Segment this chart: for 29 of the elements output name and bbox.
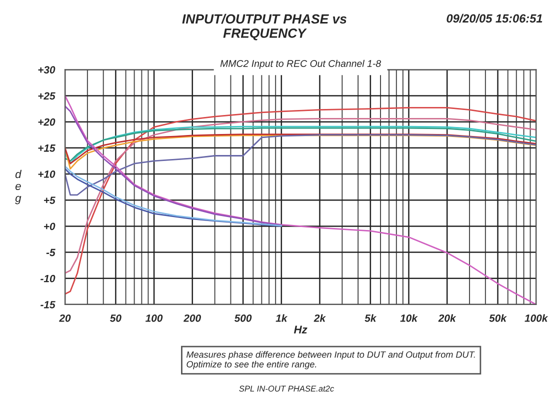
- x-tick-label: 100: [146, 314, 163, 322]
- x-tick-label: 5k: [364, 314, 377, 322]
- x-tick-label: 500: [234, 314, 252, 322]
- chart-subtitle: MMC2 Input to REC Out Channel 1-8: [220, 60, 382, 69]
- y-tick-label: -15: [40, 301, 56, 308]
- y-tick-label: +20: [38, 118, 56, 126]
- text: Measures phase difference between Input to DUT and Output from DUT. Optimize to see the entire range.: [186, 351, 475, 370]
- y-tick-label: +10: [38, 170, 56, 178]
- y-tick-label: +0: [44, 222, 56, 230]
- y-tick-label: +25: [38, 92, 56, 100]
- text: SPL IN-OUT PHASE.at2c: [239, 386, 334, 392]
- y-axis-title: d e g: [15, 170, 22, 204]
- x-tick-label: 100k: [524, 314, 548, 322]
- y-tick-label: -10: [40, 274, 56, 282]
- x-tick-label: 20k: [438, 314, 456, 322]
- x-tick-label: 200: [184, 314, 201, 322]
- y-tick-label: +30: [38, 66, 56, 74]
- x-tick-label: 50k: [489, 314, 507, 322]
- chart-title: INPUT/OUTPUT PHASE vs FREQUENCY: [182, 14, 347, 40]
- x-tick-label: 1k: [276, 314, 288, 322]
- x-axis-title: Hz: [294, 326, 308, 334]
- text: 09/20/05 15:06:51: [446, 14, 542, 23]
- y-tick-label: +15: [38, 144, 56, 152]
- x-tick-label: 20: [59, 314, 71, 322]
- x-tick-label: 10k: [400, 314, 418, 322]
- y-tick-label: +5: [44, 196, 56, 204]
- x-tick-label: 2k: [314, 314, 326, 322]
- x-tick-label: 50: [110, 314, 122, 322]
- y-tick-label: -5: [46, 248, 56, 256]
